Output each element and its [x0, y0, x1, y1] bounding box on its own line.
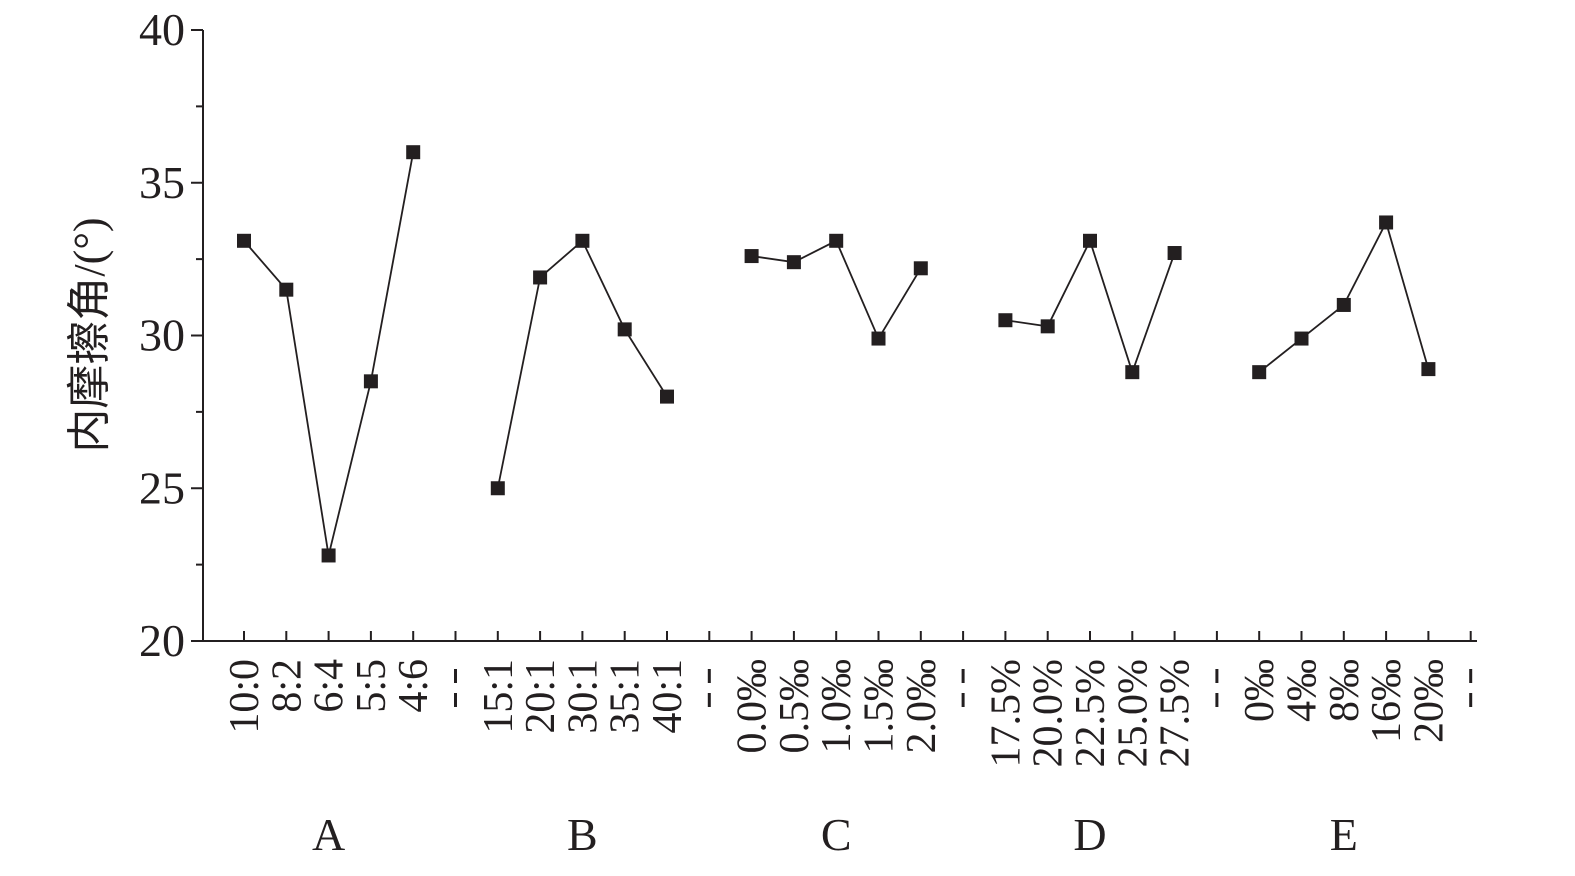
series-line-A — [243, 152, 415, 556]
data-point-B-2 — [533, 270, 548, 285]
data-point-E-1 — [1252, 365, 1267, 380]
data-point-C-1 — [744, 249, 759, 264]
y-tick-label: 35 — [139, 157, 185, 208]
data-point-C-4 — [871, 331, 886, 346]
data-point-A-1 — [237, 233, 251, 248]
y-tick-label: 40 — [139, 4, 185, 55]
labels: 2025303540内摩擦角/(°)10:08:26:45:54:6A15:12… — [65, 4, 1452, 860]
data-point-E-2 — [1294, 331, 1309, 346]
x-tick-label: 22.5% — [1068, 659, 1114, 768]
axes — [191, 29, 1477, 707]
group-label: C — [821, 809, 852, 860]
x-tick-label: 0.0‰ — [730, 659, 776, 754]
data-point-B-1 — [490, 481, 505, 496]
x-tick-label: 0.5‰ — [772, 659, 818, 754]
x-tick-label: 4‰ — [1280, 659, 1326, 722]
x-tick-label: 10:0 — [222, 659, 268, 734]
x-tick-label: 35:1 — [603, 659, 649, 734]
data-point-B-5 — [660, 389, 674, 404]
data-point-D-1 — [998, 313, 1013, 328]
data-point-C-5 — [913, 261, 928, 276]
data-point-D-3 — [1083, 233, 1097, 248]
y-tick-label: 30 — [139, 310, 185, 361]
x-tick-label: 20:1 — [518, 659, 564, 734]
group-label: E — [1330, 809, 1358, 860]
x-tick-label: 20.0% — [1026, 659, 1072, 768]
x-tick-label: 20‰ — [1406, 659, 1452, 743]
series — [237, 145, 1436, 563]
x-tick-label: 8:2 — [264, 659, 310, 713]
y-tick-label: 25 — [139, 462, 185, 513]
x-tick-label: 16‰ — [1364, 659, 1410, 743]
series-line-B — [496, 239, 668, 489]
x-tick-label: 27.5% — [1153, 659, 1199, 768]
x-tick-label: 4:6 — [391, 659, 437, 713]
x-tick-label: 17.5% — [983, 659, 1029, 768]
series-line-C — [751, 239, 922, 341]
data-point-A-5 — [406, 145, 421, 160]
x-tick-label: 15:1 — [476, 659, 522, 734]
data-point-D-2 — [1040, 319, 1055, 334]
y-axis-title: 内摩擦角/(°) — [65, 217, 114, 452]
x-tick-label: 40:1 — [645, 659, 691, 734]
x-tick-label: 30:1 — [560, 659, 606, 734]
data-point-A-4 — [363, 374, 378, 389]
data-point-D-5 — [1167, 246, 1182, 261]
x-tick-label: 5:5 — [349, 659, 395, 713]
data-point-A-3 — [321, 548, 336, 563]
x-tick-label: 1.5‰ — [857, 659, 903, 754]
y-tick-label: 20 — [139, 615, 185, 666]
data-point-E-3 — [1336, 297, 1351, 312]
x-tick-label: 25.0% — [1110, 659, 1156, 768]
group-label: D — [1073, 809, 1106, 860]
series-line-D — [1005, 238, 1176, 375]
x-tick-label: 1.0‰ — [814, 659, 860, 754]
x-tick-label: 2.0‰ — [899, 659, 945, 754]
data-point-B-4 — [617, 322, 632, 337]
data-point-E-4 — [1379, 215, 1394, 230]
series-line-E — [1258, 220, 1430, 373]
group-label: B — [567, 809, 598, 860]
data-point-A-2 — [279, 282, 294, 297]
x-tick-label: 8‰ — [1322, 659, 1368, 722]
data-point-C-2 — [786, 255, 801, 270]
x-tick-label: 6:4 — [307, 659, 353, 713]
group-label: A — [312, 809, 345, 860]
data-point-E-5 — [1421, 362, 1436, 377]
x-tick-label: 0‰ — [1237, 659, 1283, 722]
data-point-B-3 — [575, 233, 590, 248]
data-point-C-3 — [829, 233, 844, 248]
data-point-D-4 — [1125, 365, 1140, 380]
